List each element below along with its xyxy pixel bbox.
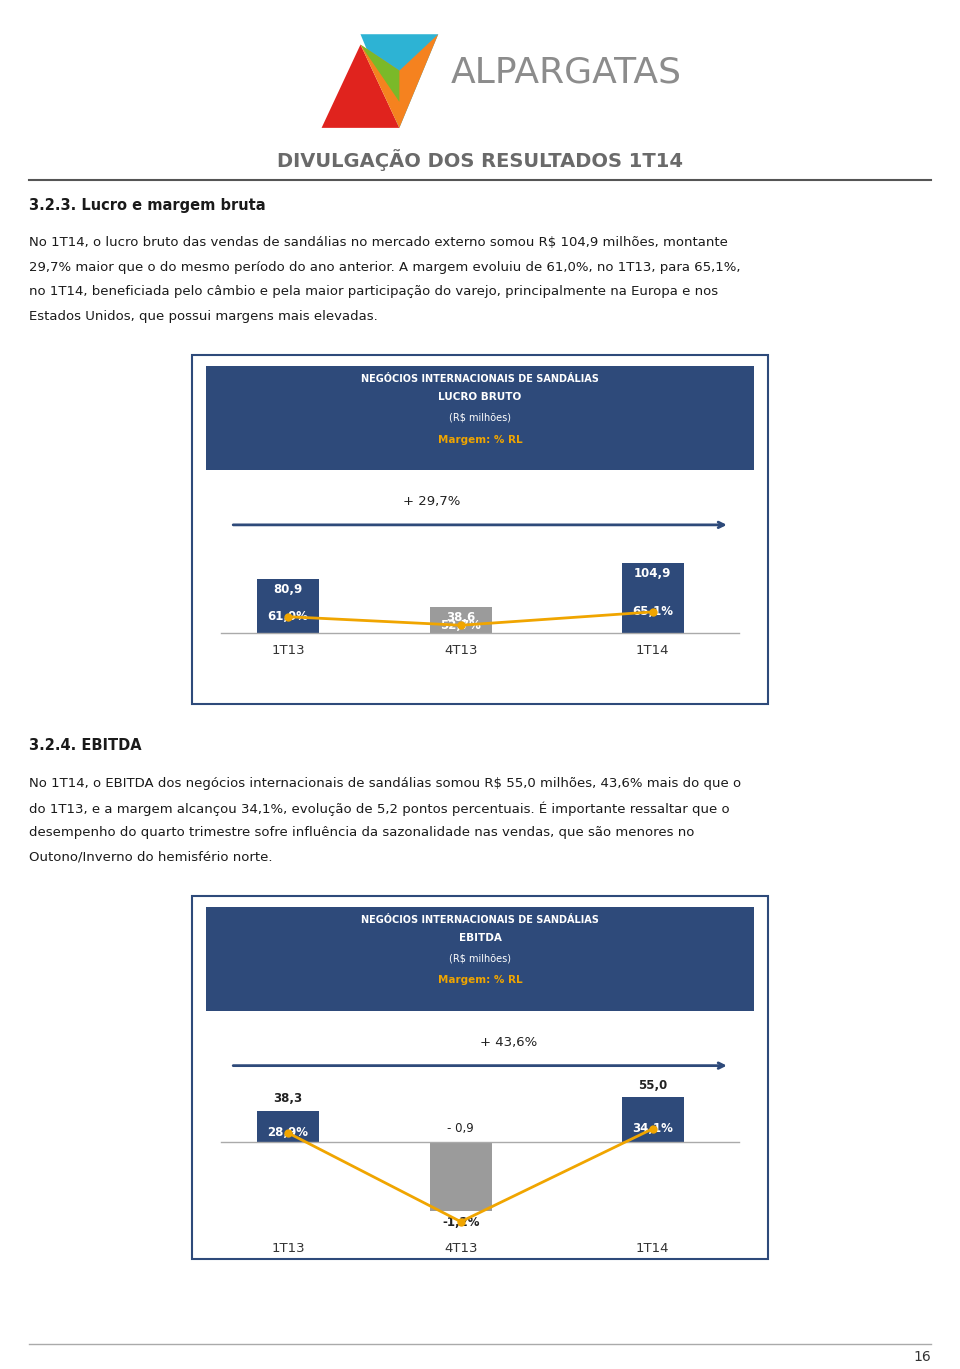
Polygon shape (322, 45, 399, 127)
Text: No 1T14, o EBITDA dos negócios internacionais de sandálias somou R$ 55,0 milhões: No 1T14, o EBITDA dos negócios internaci… (29, 776, 741, 790)
Text: 52,7%: 52,7% (441, 619, 481, 631)
Text: 4T13: 4T13 (444, 1242, 477, 1255)
Text: 16: 16 (914, 1350, 931, 1364)
Text: + 43,6%: + 43,6% (480, 1035, 538, 1049)
Text: Margem: % RL: Margem: % RL (438, 434, 522, 445)
FancyBboxPatch shape (257, 1110, 319, 1142)
FancyBboxPatch shape (430, 606, 492, 632)
Text: 61,0%: 61,0% (268, 611, 308, 623)
Text: 34,1%: 34,1% (633, 1123, 673, 1135)
Text: NEGÓCIOS INTERNACIONAIS DE SANDÁLIAS: NEGÓCIOS INTERNACIONAIS DE SANDÁLIAS (361, 914, 599, 925)
Text: + 29,7%: + 29,7% (403, 494, 461, 508)
Text: Outono/Inverno do hemisfério norte.: Outono/Inverno do hemisfério norte. (29, 850, 273, 864)
FancyBboxPatch shape (622, 563, 684, 632)
Text: 1T14: 1T14 (636, 643, 669, 657)
FancyBboxPatch shape (257, 579, 319, 632)
FancyBboxPatch shape (192, 895, 768, 1258)
Text: 3.2.4. EBITDA: 3.2.4. EBITDA (29, 738, 141, 753)
FancyBboxPatch shape (622, 1097, 684, 1142)
Text: 38,3: 38,3 (274, 1092, 302, 1105)
FancyBboxPatch shape (192, 355, 768, 704)
Text: 1T13: 1T13 (271, 1242, 305, 1255)
Text: EBITDA: EBITDA (459, 932, 501, 943)
Text: Estados Unidos, que possui margens mais elevadas.: Estados Unidos, que possui margens mais … (29, 309, 377, 323)
Text: (R$ milhões): (R$ milhões) (449, 412, 511, 423)
Text: 28,9%: 28,9% (268, 1127, 308, 1139)
Text: 65,1%: 65,1% (633, 605, 673, 619)
Text: -1,2%: -1,2% (442, 1216, 480, 1229)
Text: 1T14: 1T14 (636, 1242, 669, 1255)
FancyBboxPatch shape (206, 906, 754, 1010)
Text: 3.2.3. Lucro e margem bruta: 3.2.3. Lucro e margem bruta (29, 197, 265, 212)
Text: desempenho do quarto trimestre sofre influência da sazonalidade nas vendas, que : desempenho do quarto trimestre sofre inf… (29, 826, 694, 839)
Text: 4T13: 4T13 (444, 643, 477, 657)
Text: 1T13: 1T13 (271, 643, 305, 657)
Polygon shape (361, 34, 438, 127)
Text: (R$ milhões): (R$ milhões) (449, 953, 511, 964)
FancyBboxPatch shape (430, 1142, 492, 1210)
Text: no 1T14, beneficiada pelo câmbio e pela maior participação do varejo, principalm: no 1T14, beneficiada pelo câmbio e pela … (29, 285, 718, 298)
Polygon shape (361, 45, 399, 101)
Text: 38,6: 38,6 (446, 611, 475, 624)
Text: 104,9: 104,9 (635, 567, 671, 579)
Text: DIVULGAÇÃO DOS RESULTADOS 1T14: DIVULGAÇÃO DOS RESULTADOS 1T14 (277, 149, 683, 171)
FancyBboxPatch shape (206, 366, 754, 470)
Text: No 1T14, o lucro bruto das vendas de sandálias no mercado externo somou R$ 104,9: No 1T14, o lucro bruto das vendas de san… (29, 235, 728, 249)
Text: LUCRO BRUTO: LUCRO BRUTO (439, 392, 521, 402)
Text: NEGÓCIOS INTERNACIONAIS DE SANDÁLIAS: NEGÓCIOS INTERNACIONAIS DE SANDÁLIAS (361, 374, 599, 385)
Text: 80,9: 80,9 (274, 583, 302, 596)
Text: ALPARGATAS: ALPARGATAS (451, 55, 683, 89)
Text: Margem: % RL: Margem: % RL (438, 975, 522, 986)
Text: do 1T13, e a margem alcançou 34,1%, evolução de 5,2 pontos percentuais. É import: do 1T13, e a margem alcançou 34,1%, evol… (29, 801, 730, 816)
Polygon shape (361, 34, 438, 127)
Text: 55,0: 55,0 (638, 1079, 667, 1091)
Text: 29,7% maior que o do mesmo período do ano anterior. A margem evoluiu de 61,0%, n: 29,7% maior que o do mesmo período do an… (29, 260, 740, 274)
Text: - 0,9: - 0,9 (447, 1123, 474, 1135)
